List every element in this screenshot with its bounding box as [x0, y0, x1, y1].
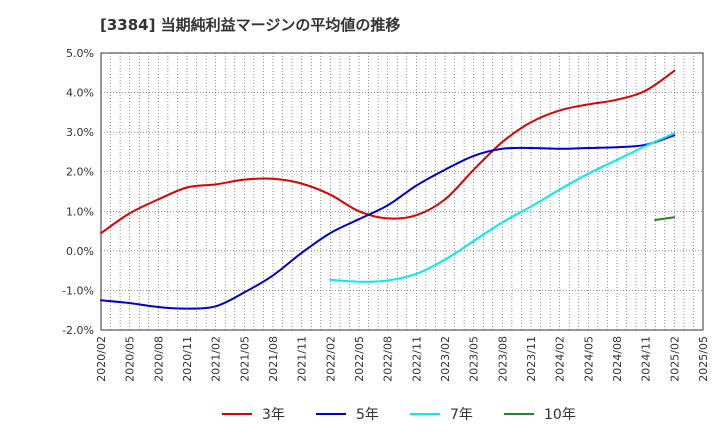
x-tick-label: 2023/05 — [468, 336, 481, 382]
y-tick-label: 0.0% — [66, 245, 94, 258]
y-tick-label: 1.0% — [66, 205, 94, 218]
x-tick-label: 2024/11 — [640, 336, 653, 382]
x-tick-label: 2021/08 — [267, 336, 280, 382]
legend-label-0: 3年 — [262, 407, 285, 423]
x-tick-label: 2020/05 — [124, 336, 137, 382]
x-tick-label: 2021/11 — [296, 336, 309, 382]
y-tick-label: -1.0% — [62, 284, 94, 297]
y-tick-label: 2.0% — [66, 166, 94, 179]
chart-title: [3384] 当期純利益マージンの平均値の推移 — [100, 16, 401, 34]
x-tick-label: 2024/05 — [582, 336, 595, 382]
y-tick-label: -2.0% — [62, 324, 94, 337]
grid-layer — [100, 52, 704, 331]
x-tick-label: 2025/05 — [697, 336, 710, 382]
x-tick-label: 2021/05 — [238, 336, 251, 382]
legend-label-2: 7年 — [450, 407, 473, 423]
series-line-3 — [654, 216, 676, 221]
y-tick-label: 3.0% — [66, 126, 94, 139]
legend-layer: 3年 5年 7年 10年 — [222, 407, 576, 423]
x-tick-label: 2020/02 — [95, 336, 108, 382]
x-tick-label: 2022/08 — [382, 336, 395, 382]
series-line-2 — [329, 132, 676, 283]
legend-label-1: 5年 — [356, 407, 379, 423]
x-tick-label: 2021/02 — [210, 336, 223, 382]
series-line-1 — [100, 134, 676, 310]
legend-label-3: 10年 — [544, 407, 576, 423]
axis-layer: 5.0%4.0%3.0%2.0%1.0%0.0%-1.0%-2.0%2020/0… — [62, 47, 710, 382]
x-tick-label: 2023/11 — [525, 336, 538, 382]
series-layer — [100, 69, 676, 310]
y-tick-label: 5.0% — [66, 47, 94, 60]
x-tick-label: 2025/02 — [668, 336, 681, 382]
x-tick-label: 2024/08 — [611, 336, 624, 382]
x-tick-label: 2020/08 — [152, 336, 165, 382]
x-tick-label: 2023/08 — [496, 336, 509, 382]
y-tick-label: 4.0% — [66, 87, 94, 100]
x-tick-label: 2020/11 — [181, 336, 194, 382]
x-tick-label: 2024/02 — [554, 336, 567, 382]
plot-border — [100, 52, 704, 331]
x-tick-label: 2022/11 — [410, 336, 423, 382]
series-line-0 — [100, 69, 676, 235]
x-tick-label: 2022/05 — [353, 336, 366, 382]
x-tick-label: 2022/02 — [324, 336, 337, 382]
plot-area — [101, 53, 703, 330]
x-tick-label: 2023/02 — [439, 336, 452, 382]
